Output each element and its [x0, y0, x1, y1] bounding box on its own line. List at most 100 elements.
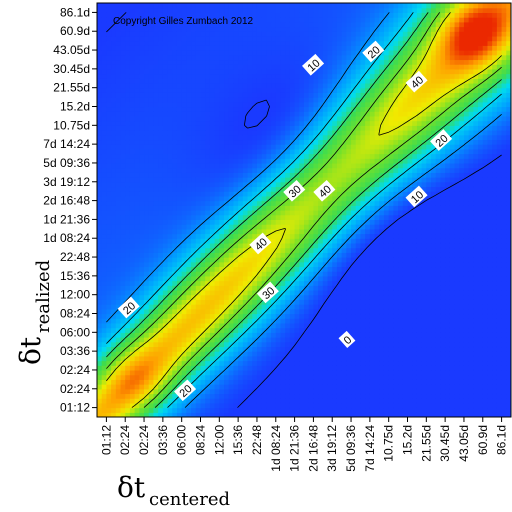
- heat-cell: [285, 214, 291, 220]
- heat-cell: [134, 12, 140, 18]
- heat-cell: [200, 111, 206, 117]
- heat-cell: [162, 92, 169, 98]
- heat-cell: [139, 247, 145, 253]
- heat-cell: [200, 106, 206, 112]
- heat-cell: [308, 374, 314, 380]
- heat-cell: [106, 125, 112, 131]
- heat-cell: [308, 130, 314, 136]
- heat-cell: [346, 59, 352, 65]
- heat-cell: [195, 228, 202, 235]
- heat-cell: [134, 252, 140, 258]
- heat-cell: [139, 31, 145, 37]
- heat-cell: [336, 50, 343, 56]
- heat-cell: [134, 68, 140, 75]
- heat-cell: [313, 214, 319, 220]
- heat-cell: [280, 280, 286, 286]
- heat-cell: [247, 158, 253, 164]
- heat-cell: [351, 177, 357, 183]
- heat-cell: [181, 252, 187, 258]
- heat-cell: [162, 26, 169, 32]
- heat-cell: [139, 153, 145, 159]
- heat-cell: [299, 64, 305, 70]
- heat-cell: [195, 7, 202, 13]
- heat-cell: [214, 224, 220, 230]
- heat-cell: [167, 92, 173, 98]
- heat-cell: [351, 252, 357, 258]
- heat-cell: [167, 379, 173, 385]
- heat-cell: [289, 412, 296, 417]
- heat-cell: [125, 97, 131, 103]
- heat-cell: [332, 242, 338, 249]
- heat-cell: [172, 181, 178, 188]
- heat-cell: [271, 393, 277, 399]
- heat-cell: [214, 78, 220, 84]
- heat-cell: [181, 54, 187, 61]
- heat-cell: [148, 21, 155, 28]
- heat-cell: [172, 351, 178, 357]
- heat-cell: [120, 402, 126, 409]
- heat-cell: [336, 228, 343, 235]
- heat-cell: [120, 252, 126, 258]
- heat-cell: [181, 177, 187, 183]
- heat-cell: [191, 346, 197, 352]
- heat-cell: [275, 40, 282, 46]
- heat-cell: [139, 369, 145, 376]
- heat-cell: [346, 285, 352, 291]
- heat-cell: [134, 172, 140, 178]
- heat-cell: [205, 393, 211, 399]
- heat-cell: [139, 68, 145, 75]
- heat-cell: [313, 242, 319, 249]
- heat-cell: [209, 412, 216, 417]
- heat-cell: [144, 337, 150, 343]
- heat-cell: [115, 247, 122, 253]
- heat-cell: [134, 261, 140, 268]
- heat-cell: [176, 304, 183, 310]
- heat-cell: [176, 318, 183, 324]
- heat-cell: [247, 181, 253, 188]
- heat-cell: [322, 35, 329, 42]
- heat-cell: [351, 64, 357, 70]
- heat-cell: [280, 130, 286, 136]
- heat-cell: [285, 374, 291, 380]
- heat-cell: [289, 134, 296, 141]
- heat-cell: [97, 64, 103, 70]
- heat-cell: [233, 266, 239, 272]
- heat-cell: [327, 299, 333, 305]
- heat-cell: [336, 7, 343, 13]
- heat-cell: [134, 365, 140, 371]
- heat-cell: [266, 261, 272, 268]
- heat-cell: [247, 92, 253, 98]
- heat-cell: [115, 40, 122, 46]
- heat-cell: [299, 398, 305, 404]
- heat-cell: [195, 412, 202, 417]
- heat-cell: [148, 261, 155, 268]
- heat-cell: [271, 12, 277, 18]
- heat-cell: [101, 111, 107, 117]
- heat-cell: [172, 148, 178, 155]
- heat-cell: [200, 115, 206, 122]
- heat-cell: [332, 318, 338, 324]
- heat-cell: [134, 341, 140, 348]
- heat-cell: [120, 17, 126, 23]
- heat-cell: [294, 210, 300, 216]
- heat-cell: [101, 360, 107, 366]
- heat-cell: [111, 200, 117, 206]
- heat-cell: [205, 186, 211, 192]
- heat-cell: [327, 7, 333, 13]
- heat-cell: [313, 398, 319, 404]
- heat-cell: [134, 219, 140, 225]
- heat-cell: [125, 360, 131, 366]
- heat-cell: [346, 111, 352, 117]
- heat-cell: [106, 238, 112, 244]
- heat-cell: [106, 181, 112, 188]
- heat-cell: [120, 3, 126, 9]
- heat-cell: [111, 101, 117, 108]
- heat-cell: [233, 21, 239, 28]
- heat-cell: [266, 219, 272, 225]
- heat-cell: [195, 304, 202, 310]
- heat-cell: [247, 59, 253, 65]
- heat-cell: [299, 304, 305, 310]
- heat-cell: [148, 374, 155, 380]
- heat-cell: [158, 289, 164, 296]
- heat-cell: [125, 54, 131, 61]
